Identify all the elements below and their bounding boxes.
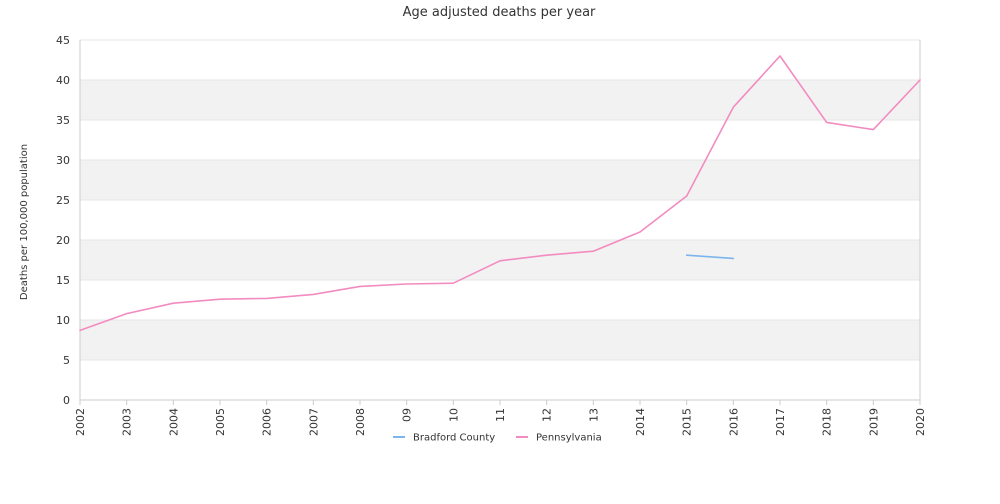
x-tick-label: 2020 [914, 408, 927, 436]
y-tick-label: 40 [56, 74, 70, 87]
series-lines [79, 55, 921, 332]
y-tick-label: 20 [56, 234, 70, 247]
legend-label: Bradford County [413, 433, 495, 444]
x-tick-label: 2014 [634, 408, 647, 436]
y-tick-label: 5 [63, 354, 70, 367]
x-tick-label: 2017 [774, 408, 787, 436]
x-tick-label: 2007 [307, 408, 320, 436]
series-line-0 [685, 254, 735, 260]
y-tick-labels: 0 5 10 15 20 25 30 35 40 45 [56, 34, 70, 407]
series-line-1 [79, 55, 921, 332]
legend-label: Pennsylvania [536, 433, 602, 444]
y-tick-label: 25 [56, 194, 70, 207]
x-tick-label: 11 [494, 408, 507, 422]
x-tick-label: 13 [587, 408, 600, 422]
chart-title: Age adjusted deaths per year [403, 5, 596, 20]
x-tick-label: 12 [541, 408, 554, 422]
x-tick-label: 10 [447, 408, 460, 422]
x-tick-label: 2018 [821, 408, 834, 436]
x-tick-label: 2008 [354, 408, 367, 436]
y-tick-label: 45 [56, 34, 70, 47]
x-tick-labels: 2002 2003 2004 2005 2006 2007 2008 09 10 11 12 13 20… [74, 408, 927, 436]
plot-bands [80, 80, 920, 360]
axes [79, 40, 921, 405]
y-axis-label: Deaths per 100,000 population [19, 144, 30, 300]
y-tick-label: 0 [63, 394, 70, 407]
x-tick-label: 2003 [121, 408, 134, 436]
x-tick-label: 2015 [681, 408, 694, 436]
y-tick-label: 10 [56, 314, 70, 327]
y-tick-label: 35 [56, 114, 70, 127]
x-tick-label: 2005 [214, 408, 227, 436]
y-tick-label: 15 [56, 274, 70, 287]
x-tick-label: 2006 [261, 408, 274, 436]
plot-band [80, 80, 920, 120]
x-tick-label: 2004 [167, 408, 180, 436]
plot-band [80, 160, 920, 200]
y-tick-label: 30 [56, 154, 70, 167]
x-tick-label: 2002 [74, 408, 87, 436]
plot-band [80, 320, 920, 360]
x-tick-label: 2019 [867, 408, 880, 436]
gridlines [80, 39, 920, 401]
x-tick-label: 2016 [727, 408, 740, 436]
x-tick-label: 09 [401, 408, 414, 422]
legend: Bradford County Pennsylvania [393, 433, 602, 444]
